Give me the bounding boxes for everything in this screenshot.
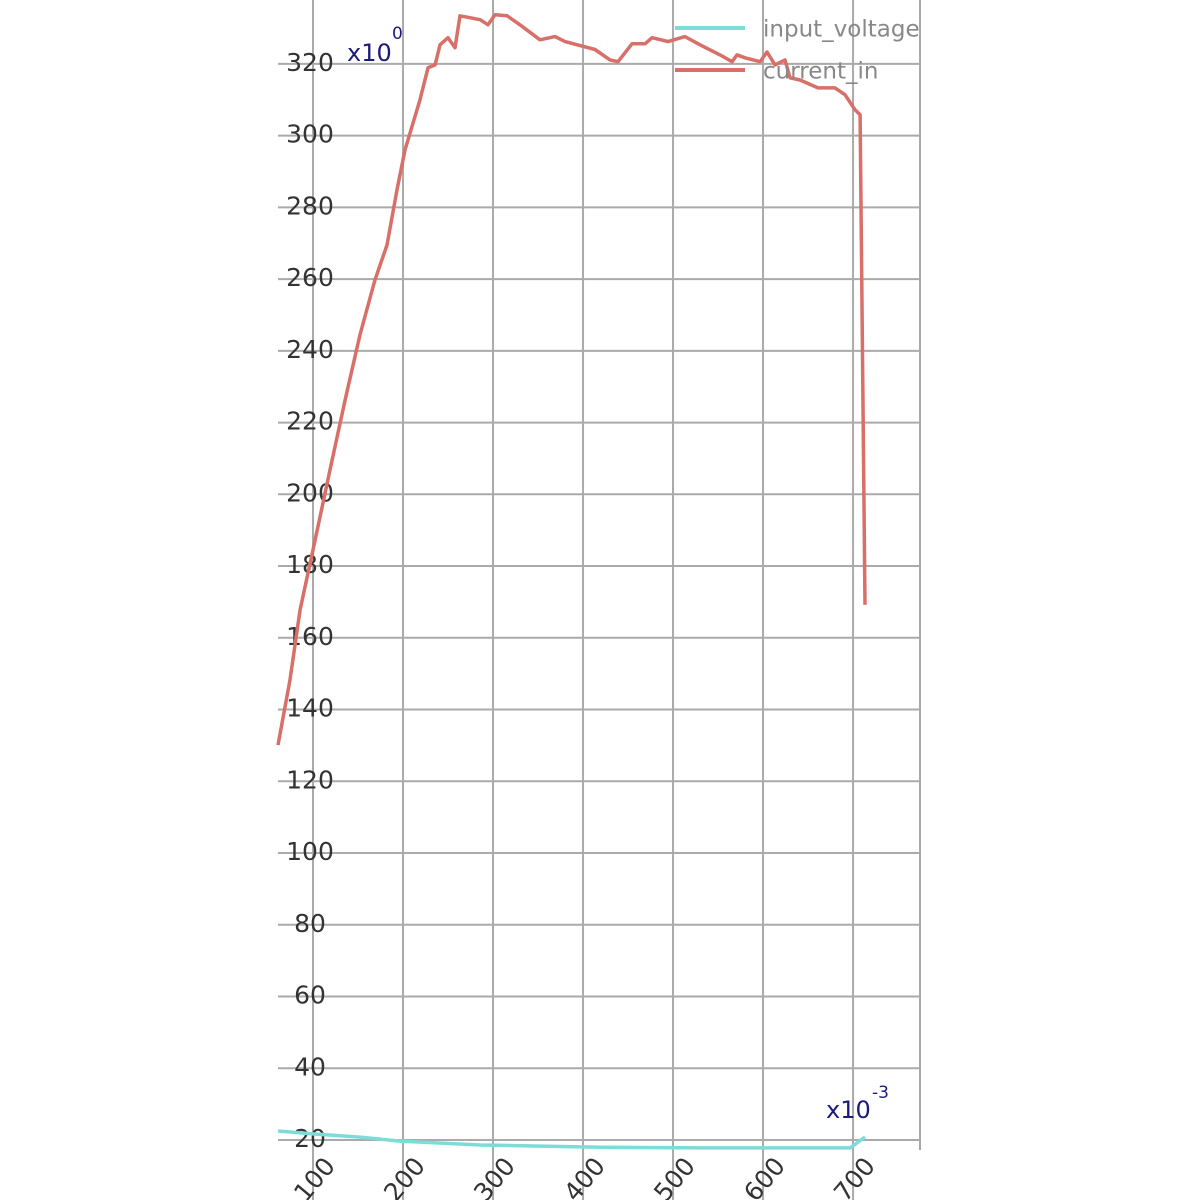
y-tick-label: 320 bbox=[286, 48, 334, 77]
y-tick-label: 40 bbox=[294, 1052, 326, 1081]
x-tick-label: 100 bbox=[288, 1152, 341, 1200]
y-multiplier: x10 bbox=[347, 39, 392, 67]
y-tick-label: 80 bbox=[294, 909, 326, 938]
y-tick-label: 20 bbox=[294, 1124, 326, 1153]
x-tick-label: 200 bbox=[378, 1152, 431, 1200]
y-tick-label: 260 bbox=[286, 263, 334, 292]
series-line bbox=[276, 12, 867, 746]
y-tick-label: 140 bbox=[286, 694, 334, 723]
y-exponent: 0 bbox=[392, 24, 403, 44]
x-tick-label: 600 bbox=[738, 1152, 791, 1200]
series-line bbox=[277, 1129, 867, 1150]
y-tick-label: 280 bbox=[286, 191, 334, 220]
y-tick-label: 240 bbox=[286, 335, 334, 364]
y-tick-label: 120 bbox=[286, 765, 334, 794]
legend-label: current_in bbox=[763, 59, 878, 85]
y-tick-label: 60 bbox=[294, 981, 326, 1010]
x-exponent: -3 bbox=[872, 1083, 889, 1103]
x-tick-label: 700 bbox=[828, 1152, 881, 1200]
y-tick-label: 100 bbox=[286, 837, 334, 866]
plot: 100 200 300 400 500 600 7002040608010012014016… bbox=[276, 0, 921, 1200]
x-tick-label: 500 bbox=[648, 1152, 701, 1200]
y-tick-label: 220 bbox=[286, 407, 334, 436]
x-tick-label: 300 bbox=[468, 1152, 521, 1200]
x-multiplier: x10 bbox=[826, 1096, 871, 1124]
x-tick-label: 400 bbox=[558, 1152, 611, 1200]
y-tick-label: 300 bbox=[286, 120, 334, 149]
legend-label: input_voltage bbox=[763, 17, 920, 43]
